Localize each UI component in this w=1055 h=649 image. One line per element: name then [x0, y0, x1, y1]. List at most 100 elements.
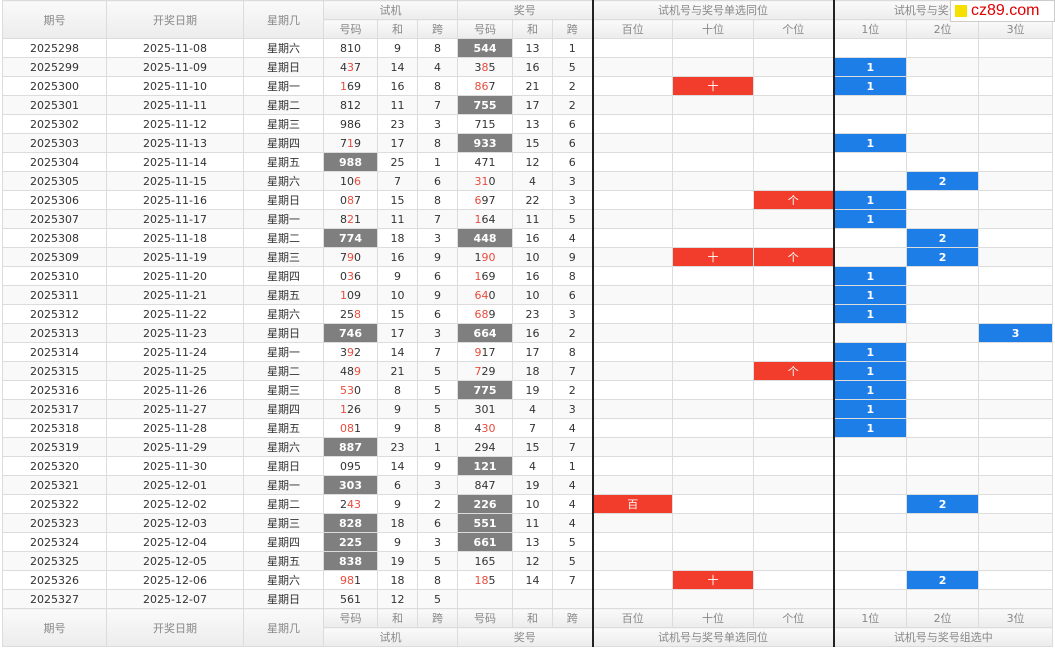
- weekday-cell: 星期四: [243, 532, 324, 552]
- weekday-cell: 星期六: [243, 570, 324, 590]
- prize-code-cell: 689: [457, 304, 514, 324]
- table-row: 2025318 2025-11-28 星期五 081 9 8 430 7 4 1: [2, 418, 1054, 438]
- sub-p2: 2位: [906, 19, 980, 39]
- single-tens-cell: [672, 228, 755, 248]
- group-p3-cell: [978, 551, 1054, 571]
- single-tens-cell: [672, 171, 755, 191]
- trial-code-cell: 530: [323, 380, 378, 400]
- weekday-cell: 星期六: [243, 437, 324, 457]
- footer-hundreds: 百位: [591, 608, 674, 628]
- single-tens-cell: [672, 209, 755, 229]
- issue-cell: 2025310: [2, 266, 107, 286]
- group-p2-cell: [906, 190, 980, 210]
- group-p1-cell: [832, 513, 908, 533]
- group-p3-cell: [978, 228, 1054, 248]
- footer-group: 试机号与奖号组选中: [832, 627, 1054, 647]
- group-p1-cell: [832, 475, 908, 495]
- sub-hundreds: 百位: [591, 19, 674, 39]
- trial-sum-cell: 23: [377, 437, 418, 457]
- sub-tens: 十位: [672, 19, 755, 39]
- prize-sum-cell: 11: [512, 209, 554, 229]
- table-row: 2025302 2025-11-12 星期三 986 23 3 715 13 6: [2, 114, 1054, 134]
- group-p3-cell: [978, 380, 1054, 400]
- group-p2-cell: [906, 532, 980, 552]
- trial-span-cell: 9: [416, 456, 459, 476]
- prize-code-cell: 164: [457, 209, 514, 229]
- issue-cell: 2025300: [2, 76, 107, 96]
- group-p2-cell: 2: [906, 247, 980, 267]
- trial-code-cell: 981: [323, 570, 378, 590]
- single-ones-cell: [753, 38, 835, 58]
- prize-sum-cell: 7: [512, 418, 554, 438]
- site-logo[interactable]: cz89.com: [950, 0, 1055, 22]
- trial-code-cell: 109: [323, 285, 378, 305]
- trial-sum-cell: 11: [377, 209, 418, 229]
- date-cell: 2025-12-01: [106, 475, 244, 495]
- footer-trial-code: 号码: [323, 608, 378, 628]
- single-ones-cell: [753, 342, 835, 362]
- prize-span-cell: 4: [552, 228, 594, 248]
- single-ones-cell: [753, 95, 835, 115]
- header-weekday[interactable]: 星期几: [243, 0, 324, 39]
- single-tens-cell: [672, 456, 755, 476]
- single-hundreds-cell: [591, 323, 674, 343]
- single-tens-cell: [672, 380, 755, 400]
- trial-code-cell: 437: [323, 57, 378, 77]
- single-ones-cell: [753, 266, 835, 286]
- single-hundreds-cell: [591, 380, 674, 400]
- date-cell: 2025-11-28: [106, 418, 244, 438]
- single-hundreds-cell: [591, 247, 674, 267]
- issue-cell: 2025304: [2, 152, 107, 172]
- single-hundreds-cell: [591, 171, 674, 191]
- issue-cell: 2025308: [2, 228, 107, 248]
- prize-sum-cell: [512, 589, 554, 609]
- header-issue[interactable]: 期号: [2, 0, 107, 39]
- group-p1-cell: [832, 494, 908, 514]
- trial-sum-cell: 9: [377, 38, 418, 58]
- trial-span-cell: 3: [416, 114, 459, 134]
- trial-sum-cell: 9: [377, 399, 418, 419]
- group-p2-cell: 2: [906, 228, 980, 248]
- prize-sum-cell: 12: [512, 551, 554, 571]
- group-p3-cell: [978, 494, 1054, 514]
- prize-code-cell: 185: [457, 570, 514, 590]
- trial-code-cell: 087: [323, 190, 378, 210]
- single-hundreds-cell: [591, 532, 674, 552]
- table-body: 2025298 2025-11-08 星期六 810 9 8 544 13 1 2025299 20…: [2, 38, 1054, 609]
- prize-span-cell: 8: [552, 342, 594, 362]
- footer-single: 试机号与奖号单选同位: [591, 627, 835, 647]
- single-ones-cell: [753, 418, 835, 438]
- footer-prize: 奖号: [457, 627, 594, 647]
- group-p3-cell: [978, 190, 1054, 210]
- issue-cell: 2025305: [2, 171, 107, 191]
- date-cell: 2025-11-20: [106, 266, 244, 286]
- sub-trial-code: 号码: [323, 19, 378, 39]
- issue-cell: 2025319: [2, 437, 107, 457]
- group-p1-cell: 1: [832, 304, 908, 324]
- group-p1-cell: 1: [832, 266, 908, 286]
- table-row: 2025301 2025-11-11 星期二 812 11 7 755 17 2: [2, 95, 1054, 115]
- footer-trial-span: 跨: [416, 608, 459, 628]
- trial-sum-cell: 14: [377, 456, 418, 476]
- prize-code-cell: 755: [457, 95, 514, 115]
- trial-span-cell: 3: [416, 228, 459, 248]
- prize-sum-cell: 16: [512, 57, 554, 77]
- prize-sum-cell: 4: [512, 456, 554, 476]
- group-p3-cell: [978, 209, 1054, 229]
- single-tens-cell: [672, 304, 755, 324]
- prize-code-cell: 729: [457, 361, 514, 381]
- table-row: 2025317 2025-11-27 星期四 126 9 5 301 4 3 1: [2, 399, 1054, 419]
- trial-sum-cell: 11: [377, 95, 418, 115]
- table-row: 2025308 2025-11-18 星期二 774 18 3 448 16 4 2: [2, 228, 1054, 248]
- prize-span-cell: 2: [552, 380, 594, 400]
- trial-span-cell: 8: [416, 418, 459, 438]
- weekday-cell: 星期一: [243, 475, 324, 495]
- header-date[interactable]: 开奖日期: [106, 0, 244, 39]
- group-p2-cell: [906, 38, 980, 58]
- sub-prize-sum: 和: [512, 19, 554, 39]
- single-ones-cell: [753, 323, 835, 343]
- group-p2-cell: [906, 437, 980, 457]
- prize-sum-cell: 16: [512, 323, 554, 343]
- trial-code-cell: 828: [323, 513, 378, 533]
- group-p3-cell: [978, 456, 1054, 476]
